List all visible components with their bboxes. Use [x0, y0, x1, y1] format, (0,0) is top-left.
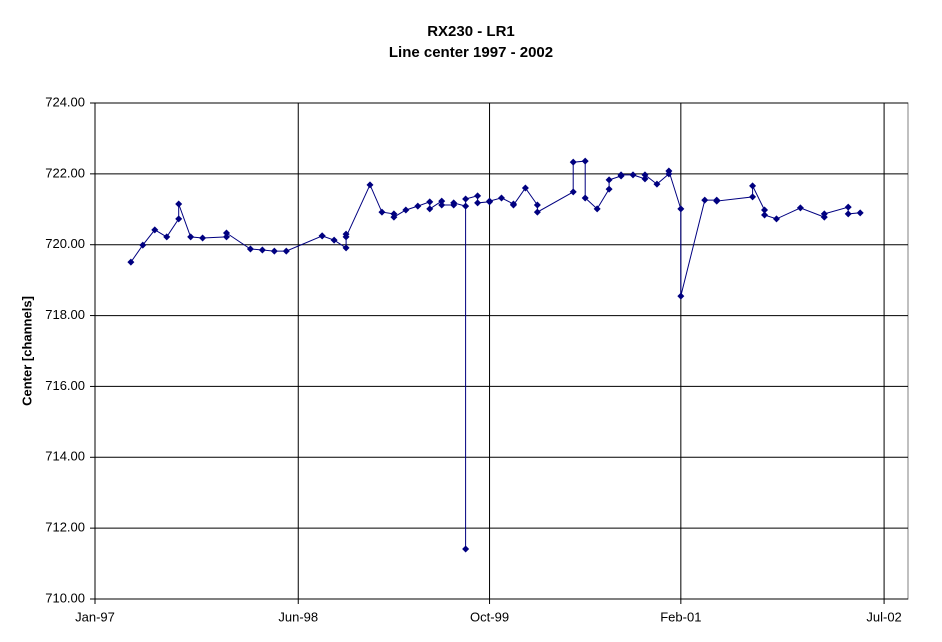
marker	[521, 184, 529, 192]
marker	[438, 197, 446, 205]
marker	[653, 180, 661, 188]
marker	[641, 175, 649, 183]
marker	[486, 197, 494, 205]
marker	[605, 176, 613, 184]
marker	[641, 171, 649, 179]
y-tick-label: 710.00	[45, 590, 85, 605]
y-tick-label: 714.00	[45, 449, 85, 464]
marker	[342, 244, 350, 252]
marker	[366, 181, 374, 189]
y-tick-label: 716.00	[45, 378, 85, 393]
x-tick-label: Oct-99	[470, 609, 509, 624]
marker	[390, 213, 398, 221]
marker	[175, 215, 183, 223]
marker	[378, 208, 386, 216]
marker	[617, 171, 625, 179]
marker	[593, 205, 601, 213]
x-tick-label: Feb-01	[660, 609, 701, 624]
x-tick-label: Jan-97	[75, 609, 115, 624]
marker	[677, 205, 685, 213]
y-tick-label: 712.00	[45, 520, 85, 535]
marker	[127, 258, 135, 266]
marker	[246, 245, 254, 253]
chart-subtitle: Line center 1997 - 2002	[389, 44, 553, 61]
marker	[581, 194, 589, 202]
marker	[462, 195, 470, 203]
marker	[844, 203, 852, 211]
marker	[318, 232, 326, 240]
marker	[581, 157, 589, 165]
marker	[474, 199, 482, 207]
marker	[533, 208, 541, 216]
marker	[569, 158, 577, 166]
marker	[462, 202, 470, 210]
marker	[772, 215, 780, 223]
plot-area	[94, 102, 909, 600]
marker	[223, 233, 231, 241]
marker	[533, 201, 541, 209]
marker	[569, 188, 577, 196]
marker	[509, 201, 517, 209]
x-tick-label: Jun-98	[278, 609, 318, 624]
marker	[330, 236, 338, 244]
marker	[438, 201, 446, 209]
marker	[665, 167, 673, 175]
marker	[258, 246, 266, 254]
chart-title: RX230 - LR1	[427, 23, 515, 40]
marker	[462, 545, 470, 553]
marker	[749, 193, 757, 201]
marker	[342, 233, 350, 241]
marker	[402, 206, 410, 214]
marker	[426, 205, 434, 213]
marker	[761, 206, 769, 214]
marker	[199, 234, 207, 242]
marker	[270, 247, 278, 255]
y-tick-label: 724.00	[45, 94, 85, 109]
marker	[498, 194, 505, 202]
marker	[187, 233, 195, 241]
marker	[605, 185, 613, 193]
y-tick-label: 722.00	[45, 165, 85, 180]
y-tick-label: 720.00	[45, 236, 85, 251]
marker	[175, 200, 183, 208]
marker	[796, 204, 804, 212]
marker	[761, 211, 769, 219]
marker	[223, 229, 231, 237]
marker	[450, 199, 458, 207]
marker	[844, 210, 852, 218]
marker	[139, 241, 147, 249]
marker	[701, 196, 709, 204]
marker	[856, 209, 864, 217]
marker	[749, 182, 757, 190]
marker	[414, 202, 422, 210]
x-tick-label: Jul-02	[866, 609, 901, 624]
marker	[151, 226, 159, 234]
marker	[820, 210, 828, 218]
marker	[677, 292, 685, 300]
marker	[474, 192, 482, 200]
marker	[426, 198, 434, 206]
marker	[163, 233, 171, 241]
marker	[629, 171, 637, 179]
y-tick-label: 718.00	[45, 307, 85, 322]
marker	[282, 247, 290, 255]
marker	[713, 197, 721, 205]
y-axis-label: Center [channels]	[19, 296, 34, 406]
